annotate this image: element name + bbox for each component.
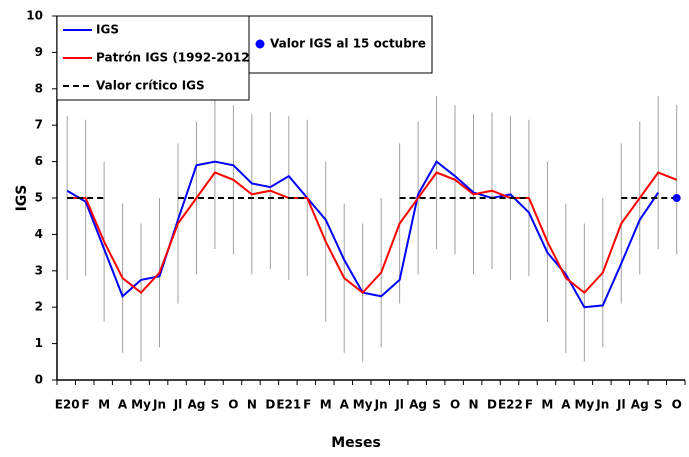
x-tick-label: My — [574, 398, 594, 412]
x-tick-label: F — [525, 398, 533, 412]
x-tick-label: Jn — [152, 398, 166, 412]
x-tick-label: My — [353, 398, 373, 412]
y-tick-label: 2 — [35, 300, 43, 314]
x-tick-label: E20 — [55, 398, 80, 412]
x-tick-label: Jl — [616, 398, 626, 412]
y-tick-label: 4 — [35, 227, 43, 241]
x-tick-label: O — [228, 398, 238, 412]
x-tick-label: M — [541, 398, 553, 412]
x-axis-label: Meses — [331, 435, 381, 451]
y-tick-label: 0 — [35, 373, 43, 387]
x-tick-label: Jn — [374, 398, 388, 412]
x-tick-label: N — [247, 398, 257, 412]
legend-label: Valor crítico IGS — [96, 79, 205, 93]
x-tick-label: F — [82, 398, 90, 412]
x-tick-label: Ag — [188, 398, 206, 412]
x-tick-label: M — [320, 398, 332, 412]
x-tick-label: Jl — [173, 398, 183, 412]
x-tick-label: F — [303, 398, 311, 412]
x-tick-label: S — [654, 398, 663, 412]
x-tick-label: M — [98, 398, 110, 412]
x-tick-label: N — [468, 398, 478, 412]
series-line — [67, 171, 678, 294]
x-tick-label: A — [561, 398, 571, 412]
x-tick-label: E22 — [498, 398, 523, 412]
x-tick-label: Jl — [394, 398, 404, 412]
legend: Valor IGS al 15 octubre — [248, 15, 433, 74]
y-tick-label: 1 — [35, 336, 43, 350]
legend-marker — [255, 39, 265, 49]
x-tick-label: Ag — [631, 398, 649, 412]
x-tick-label: Jn — [595, 398, 609, 412]
x-tick-label: E21 — [276, 398, 301, 412]
y-tick-label: 9 — [35, 45, 43, 59]
y-tick-label: 10 — [26, 9, 43, 23]
legend-label: IGS — [96, 23, 119, 37]
legend-box — [248, 15, 433, 74]
x-tick-label: Ag — [409, 398, 427, 412]
x-tick-label: D — [487, 398, 497, 412]
y-tick-label: 6 — [35, 154, 43, 168]
x-tick-label: My — [131, 398, 151, 412]
y-tick-label: 8 — [35, 81, 43, 95]
y-tick-label: 3 — [35, 263, 43, 277]
x-tick-label: D — [265, 398, 275, 412]
legend-label: Patrón IGS (1992-2012) — [96, 51, 255, 65]
y-tick-label: 5 — [35, 191, 43, 205]
x-tick-label: S — [432, 398, 441, 412]
marker — [672, 194, 681, 202]
x-tick-label: A — [118, 398, 128, 412]
legend-label: Valor IGS al 15 octubre — [270, 37, 426, 51]
legend: IGS Patrón IGS (1992-2012) Valor crítico I… — [56, 15, 255, 101]
x-tick-label: A — [340, 398, 350, 412]
y-axis-label: IGS — [14, 185, 30, 212]
x-tick-label: S — [211, 398, 220, 412]
x-tick-label: O — [450, 398, 460, 412]
y-tick-label: 7 — [35, 118, 43, 132]
x-tick-label: O — [672, 398, 682, 412]
